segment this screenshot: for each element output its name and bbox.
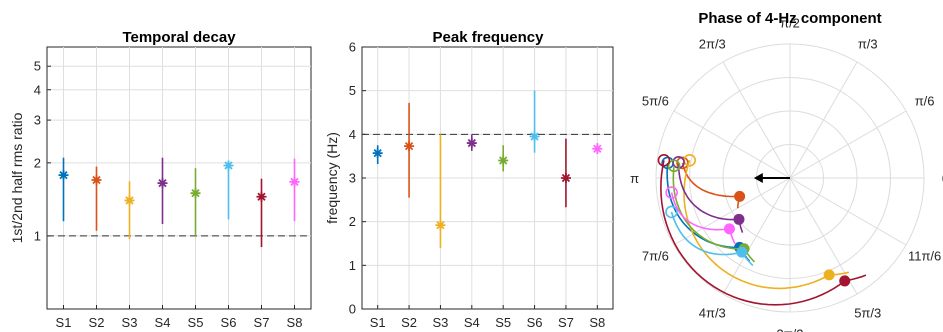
data-point-marker (289, 176, 300, 187)
trajectory-end-marker (839, 275, 851, 287)
trajectory-start-marker (665, 205, 678, 219)
trajectory-start-marker (657, 153, 671, 167)
x-tick-label: S6 (527, 315, 543, 330)
phase-polar-panel: 0 π/6 π/3 π/2 2π/3 5π/6 π 7π/6 4π/3 3π/2 5π/3 11π/6… (630, 10, 943, 332)
trajectory-end-marker (734, 190, 746, 202)
polar-spoke (789, 110, 907, 179)
angle-tick-label: 4π/3 (699, 306, 726, 321)
x-tick-label: S3 (122, 315, 138, 330)
y-tick-label: 1 (34, 228, 41, 243)
data-point-marker (223, 160, 234, 171)
data-point-marker (256, 191, 267, 202)
polar-spoke (789, 177, 907, 246)
polar-spoke (722, 177, 791, 295)
data-point-marker (435, 220, 446, 231)
polar-spoke (789, 177, 858, 295)
angle-tick-label: π/2 (780, 16, 800, 31)
phase-trajectory (670, 211, 754, 267)
y-tick-label: 3 (349, 171, 356, 186)
temporal-decay-panel: 1 2 3 4 5 S1 S2 S3 S4 S5 S6 S7 S8 Temporal decay 1s… (9, 29, 312, 330)
data-point-marker (372, 148, 383, 159)
x-tick-label: S2 (401, 315, 417, 330)
phase-trajectory (672, 165, 755, 263)
trajectory-start-marker (667, 159, 681, 173)
x-tick-label: S2 (89, 315, 105, 330)
temporal-decay-axes-box (46, 46, 312, 310)
data-point-marker (592, 143, 603, 154)
angle-tick-label: 11π/6 (908, 249, 941, 264)
data-point-marker (560, 173, 571, 183)
x-tick-label: S6 (221, 315, 237, 330)
angle-tick-label: 7π/6 (642, 249, 669, 264)
angle-tick-label: π/3 (858, 36, 878, 51)
polar-spoke (722, 61, 791, 179)
data-point-marker (157, 178, 168, 189)
data-point-marker (404, 141, 415, 152)
mean-phase-arrowhead (753, 173, 763, 183)
x-tick-label: S8 (589, 315, 605, 330)
polar-spoke (789, 61, 858, 179)
trajectory-end-marker (823, 269, 835, 281)
x-tick-label: S1 (370, 315, 386, 330)
trajectory-end-marker (736, 246, 748, 258)
y-tick-label: 6 (349, 40, 356, 55)
data-point-marker (529, 131, 540, 142)
x-tick-label: S3 (432, 315, 448, 330)
y-tick-label: 5 (34, 59, 41, 74)
x-tick-label: S7 (558, 315, 574, 330)
x-tick-label: S1 (56, 315, 72, 330)
data-point-marker (466, 138, 477, 149)
angle-tick-label: 5π/3 (854, 306, 881, 321)
x-tick-label: S8 (287, 315, 303, 330)
phase-trajectory (660, 160, 867, 306)
y-tick-label: 2 (349, 214, 356, 229)
angle-tick-label: π (630, 171, 639, 186)
y-tick-label: 1 (349, 258, 356, 273)
data-point-marker (91, 174, 102, 185)
angle-tick-label: π/6 (915, 93, 935, 108)
x-tick-label: S7 (254, 315, 270, 330)
x-tick-label: S5 (495, 315, 511, 330)
phase-trajectory (670, 192, 736, 245)
y-tick-label: 4 (34, 82, 41, 97)
y-tick-label: 3 (34, 113, 41, 128)
x-tick-label: S4 (155, 315, 171, 330)
y-tick-label: 5 (349, 83, 356, 98)
trajectory-start-marker (665, 186, 678, 199)
data-point-marker (498, 155, 509, 166)
angle-tick-label: 5π/6 (642, 93, 669, 108)
phase-trajectory (683, 160, 850, 290)
temporal-decay-title: Temporal decay (122, 29, 236, 46)
data-point-marker (124, 195, 135, 206)
phase-trajectory (677, 162, 744, 233)
phase-polar-title: Phase of 4-Hz component (698, 10, 881, 27)
x-tick-label: S4 (464, 315, 480, 330)
peak-frequency-ylabel: frequency (Hz) (324, 132, 340, 224)
data-point-marker (190, 188, 201, 199)
angle-tick-label: 2π/3 (699, 36, 726, 51)
trajectory-start-marker (676, 156, 689, 170)
angle-tick-label: 3π/2 (776, 326, 803, 332)
trajectory-end-marker (733, 213, 745, 225)
polar-spoke (673, 110, 791, 179)
x-tick-label: S5 (188, 315, 204, 330)
y-tick-label: 0 (349, 302, 356, 317)
y-tick-label: 2 (34, 155, 41, 170)
peak-frequency-title: Peak frequency (433, 29, 545, 46)
angle-tick-label: 0 (942, 171, 943, 186)
data-point-marker (58, 170, 69, 181)
temporal-decay-ylabel: 1st/2nd half rms ratio (9, 112, 25, 243)
trajectory-end-marker (723, 223, 735, 235)
y-tick-label: 4 (349, 127, 356, 142)
